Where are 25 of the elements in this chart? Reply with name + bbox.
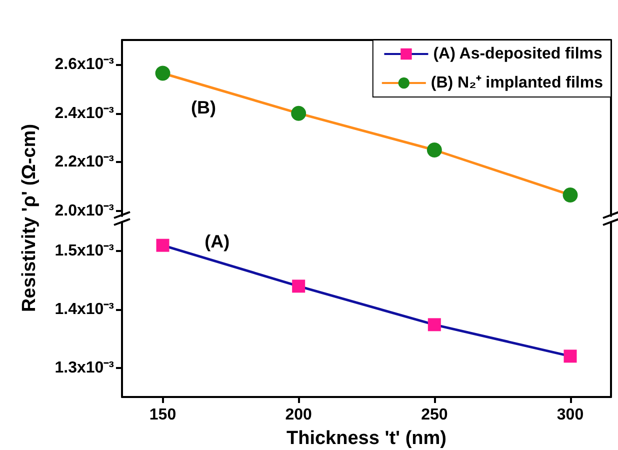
- annotation: (B): [191, 97, 216, 118]
- annotation: (A): [204, 232, 230, 252]
- y-tick-label: 1.3x10⁻³: [54, 359, 114, 376]
- point: [292, 280, 306, 293]
- point: [156, 238, 170, 252]
- point: [291, 106, 306, 121]
- y-tick-label: 1.4x10⁻³: [54, 301, 114, 318]
- y-tick-label: 2.0x10⁻³: [54, 202, 114, 220]
- y-tick-label: 1.5x10⁻³: [54, 242, 114, 260]
- point: [426, 142, 442, 158]
- x-tick-label: 200: [285, 406, 312, 424]
- point: [564, 350, 577, 363]
- legend-label: (B) N₂⁺ implanted films: [430, 74, 604, 92]
- y-axis-title: Resistivity 'ρ' (Ω-cm): [19, 124, 41, 312]
- x-tick-label: 250: [421, 406, 448, 424]
- legend-label: (A) As-deposited films: [433, 46, 603, 62]
- y-tick-label: 2.6x10⁻³: [54, 56, 114, 73]
- y-tick-label: 2.4x10⁻³: [54, 104, 114, 122]
- point: [562, 187, 578, 202]
- point: [428, 318, 441, 332]
- x-tick-label: 300: [556, 406, 584, 424]
- x-axis-title: Thickness 't' (nm): [286, 428, 447, 449]
- x-tick-label: 150: [149, 406, 176, 424]
- point: [155, 66, 170, 81]
- y-tick-label: 2.2x10⁻³: [54, 154, 114, 171]
